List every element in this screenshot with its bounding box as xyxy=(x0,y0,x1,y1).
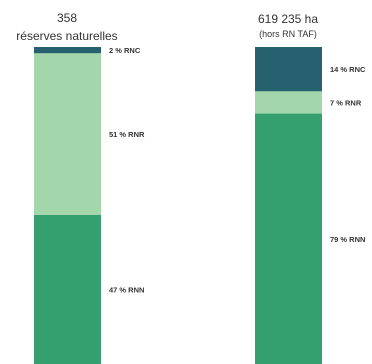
bar-2-segment-2-label: 7 % RNR xyxy=(330,98,362,107)
bar-1-segment-1-label: 2 % RNC xyxy=(109,46,141,55)
bar-1-segment-1 xyxy=(34,47,101,54)
bar-title-2-line-1: 619 235 ha xyxy=(258,12,318,26)
bar-2-segment-2 xyxy=(255,91,322,114)
bar-1-segment-3 xyxy=(34,215,101,364)
bar-2-segment-1-label: 14 % RNC xyxy=(330,65,366,74)
bar-2-segment-3-label: 79 % RNN xyxy=(330,235,365,244)
bar-1-segment-2 xyxy=(34,53,101,216)
bar-2-segment-1 xyxy=(255,47,322,92)
bar-title-1-line-1: 358 xyxy=(57,11,77,25)
bar-1-segment-3-label: 47 % RNN xyxy=(109,286,144,295)
bar-title-2-line-2: (hors RN TAF) xyxy=(259,29,317,39)
bar-1-segment-2-label: 51 % RNR xyxy=(109,130,145,139)
bar-title-1-line-2: réserves naturelles xyxy=(16,29,117,43)
bar-2-segment-3 xyxy=(255,113,322,364)
